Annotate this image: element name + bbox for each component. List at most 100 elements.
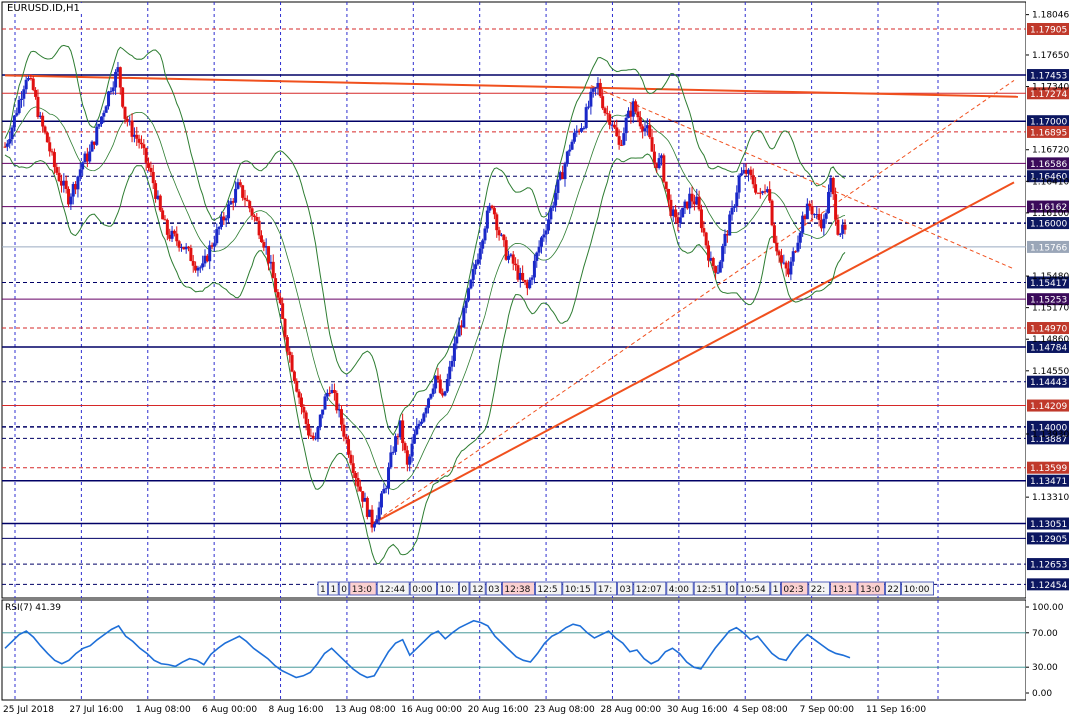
- candle-body: [772, 225, 776, 243]
- candle-body: [732, 206, 736, 208]
- candle-body: [255, 216, 259, 221]
- candle-body: [843, 224, 847, 230]
- candle-body: [252, 215, 256, 217]
- candle-body: [502, 234, 506, 241]
- time-label: 6 Aug 00:00: [202, 705, 257, 715]
- candle-body: [351, 463, 355, 473]
- candle-body: [521, 272, 525, 280]
- candle-body: [12, 115, 16, 128]
- candle-body: [537, 246, 541, 253]
- candle-body: [570, 141, 574, 150]
- candle-body: [594, 87, 598, 89]
- event-label: 12:51: [696, 585, 722, 595]
- level-label: 1.14209: [1030, 402, 1067, 412]
- time-label: 13 Aug 08:00: [335, 705, 396, 715]
- candle-body: [685, 201, 689, 209]
- candle-body: [728, 214, 732, 236]
- candle-body: [408, 456, 412, 465]
- level-label-box: [1027, 125, 1069, 138]
- candle-body: [744, 169, 748, 174]
- time-label: 16 Aug 00:00: [401, 705, 462, 715]
- candle-body: [601, 96, 605, 109]
- event-label-box: [693, 581, 727, 596]
- candle-body: [765, 189, 769, 192]
- candle-body: [149, 167, 153, 172]
- candle-body: [201, 263, 205, 268]
- candle-body: [674, 209, 678, 218]
- candle-body: [245, 199, 249, 202]
- candle-body: [229, 201, 233, 205]
- candle-body: [528, 279, 532, 289]
- price-tick-label: 1.15480: [1032, 272, 1069, 282]
- level-label-box: [1027, 474, 1069, 487]
- candle-body: [243, 197, 247, 200]
- candle-body: [342, 424, 346, 437]
- candle-body: [514, 263, 518, 266]
- candle-body: [109, 91, 113, 93]
- price-tick-label: 1.15170: [1032, 304, 1069, 314]
- candle-body: [52, 152, 56, 168]
- candle-body: [161, 210, 165, 220]
- candle-body: [429, 394, 433, 399]
- event-label-box: [770, 581, 781, 596]
- candle-body: [389, 452, 393, 468]
- candle-body: [267, 246, 271, 264]
- candle-body: [64, 180, 68, 189]
- candle-body: [504, 240, 508, 260]
- candle-body: [787, 268, 791, 275]
- candle-body: [692, 201, 696, 205]
- candle-body: [777, 251, 781, 256]
- candle-body: [330, 390, 334, 393]
- time-label: 7 Sep 00:00: [800, 705, 855, 715]
- candle-body: [372, 523, 376, 528]
- candle-body: [78, 169, 82, 177]
- candle-body: [424, 407, 428, 414]
- candle-body: [579, 128, 583, 132]
- candle-body: [257, 220, 261, 236]
- candle-body: [290, 355, 294, 372]
- candle-body: [304, 412, 308, 424]
- candle-body: [554, 192, 558, 206]
- event-label-box: [328, 581, 339, 596]
- candle-body: [532, 260, 536, 278]
- level-label: 1.14000: [1030, 423, 1067, 433]
- candles: [3, 61, 847, 533]
- event-label-box: [501, 581, 535, 596]
- candle-body: [144, 148, 148, 163]
- rsi-frame: [1, 599, 1027, 701]
- candle-body: [711, 258, 715, 267]
- candle-body: [361, 491, 365, 502]
- candle-body: [756, 192, 760, 194]
- candle-body: [203, 255, 207, 264]
- candle-body: [130, 120, 134, 137]
- candle-body: [718, 261, 722, 273]
- event-label-box: [595, 581, 617, 596]
- candle-body: [88, 151, 92, 162]
- candle-body: [587, 106, 591, 108]
- candle-body: [631, 101, 635, 117]
- candle-body: [817, 214, 821, 220]
- candle-body: [116, 67, 120, 72]
- candle-body: [841, 224, 845, 234]
- level-label-box: [1027, 322, 1069, 335]
- candle-body: [5, 143, 9, 147]
- candle-body: [15, 113, 19, 116]
- time-label: 30 Aug 16:00: [667, 705, 728, 715]
- candle-body: [387, 467, 391, 489]
- price-tick-label: 1.14860: [1032, 335, 1069, 345]
- candle-body: [238, 182, 242, 186]
- bb-middle: [4, 106, 846, 491]
- candle-body: [556, 179, 560, 193]
- candle-body: [617, 136, 621, 145]
- candle-body: [288, 351, 292, 356]
- candle-body: [490, 205, 494, 209]
- candle-body: [808, 203, 812, 207]
- candle-body: [530, 277, 534, 280]
- candle-body: [382, 489, 386, 494]
- event-label: 0: [461, 585, 467, 595]
- rsi-tick-label: 70.00: [1032, 629, 1058, 639]
- support-trendline: [371, 181, 1015, 525]
- candle-body: [191, 260, 195, 266]
- price-tick-label: 1.17650: [1032, 51, 1069, 61]
